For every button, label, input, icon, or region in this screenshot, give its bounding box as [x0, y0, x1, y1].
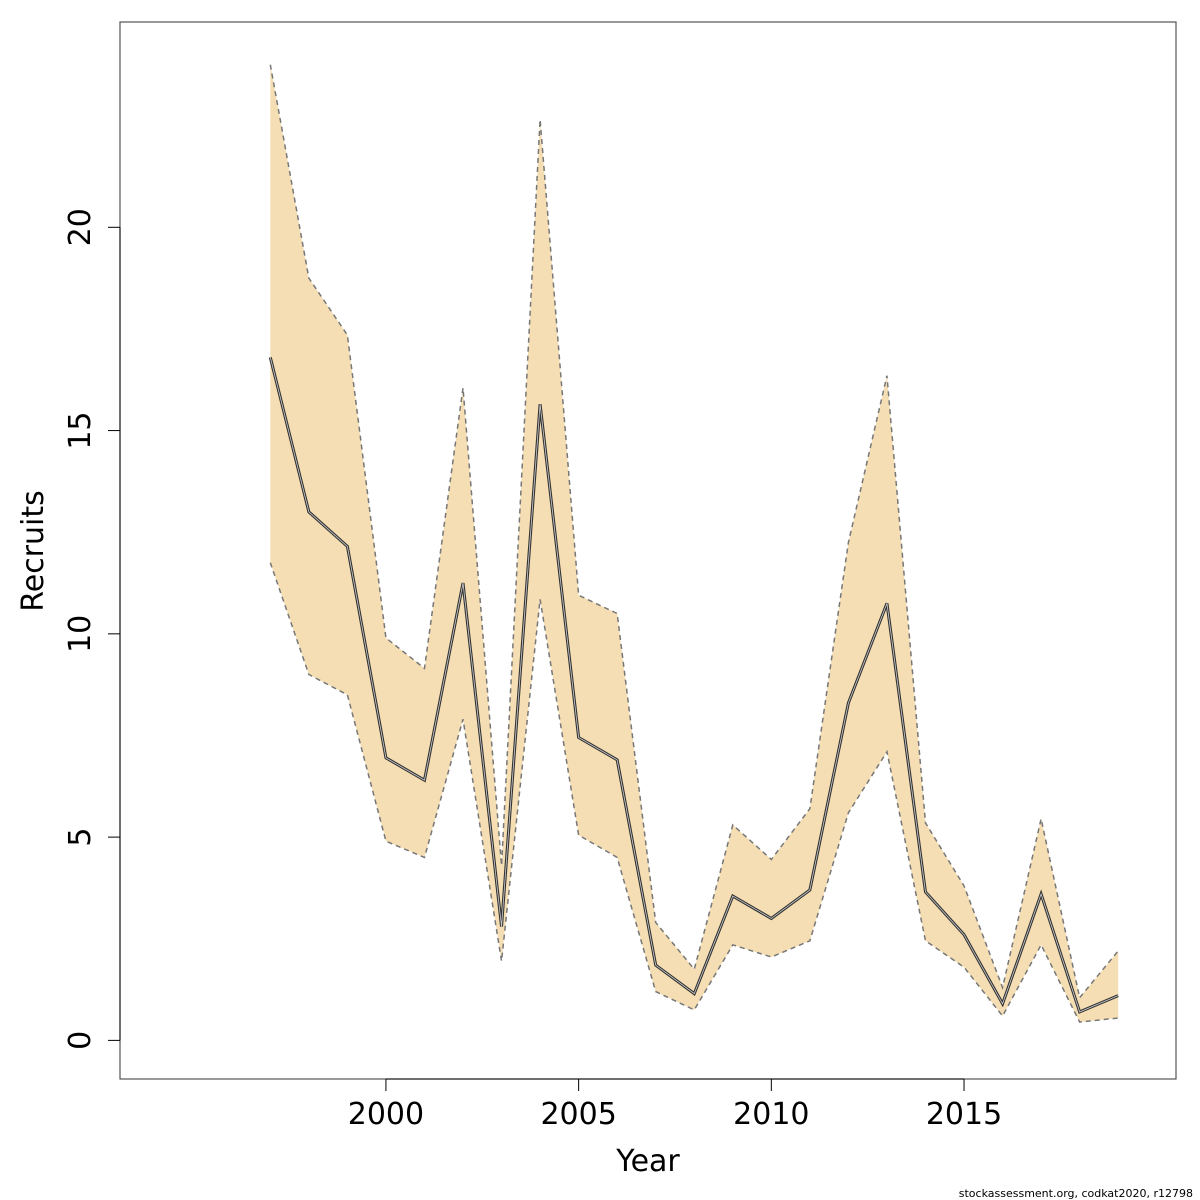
y-tick-label: 20 [63, 208, 98, 246]
x-tick-label: 2015 [926, 1097, 1002, 1132]
x-tick-label: 2005 [540, 1097, 616, 1132]
x-axis-title: Year [615, 1144, 680, 1179]
y-axis-title: Recruits [16, 490, 51, 612]
y-axis: 0 5 10 15 20 [63, 208, 121, 1050]
y-tick-label: 5 [63, 828, 98, 847]
upper-bound-line [269, 64, 1119, 1000]
footnote: stockassessment.org, codkat2020, r12798 [959, 1187, 1193, 1200]
x-tick-label: 2000 [348, 1097, 424, 1132]
recruits-estimate-highlight [269, 357, 1119, 1013]
confidence-band [270, 64, 1119, 1023]
x-tick-label: 2010 [733, 1097, 809, 1132]
y-tick-label: 10 [63, 615, 98, 653]
y-tick-label: 0 [63, 1031, 98, 1050]
estimate-line-layer [268, 357, 1119, 1014]
x-axis: 2000 2005 2010 2015 [348, 1078, 1002, 1132]
lower-bound-line [269, 562, 1119, 1023]
confidence-band-layer [269, 64, 1119, 1023]
y-tick-label: 15 [63, 411, 98, 449]
